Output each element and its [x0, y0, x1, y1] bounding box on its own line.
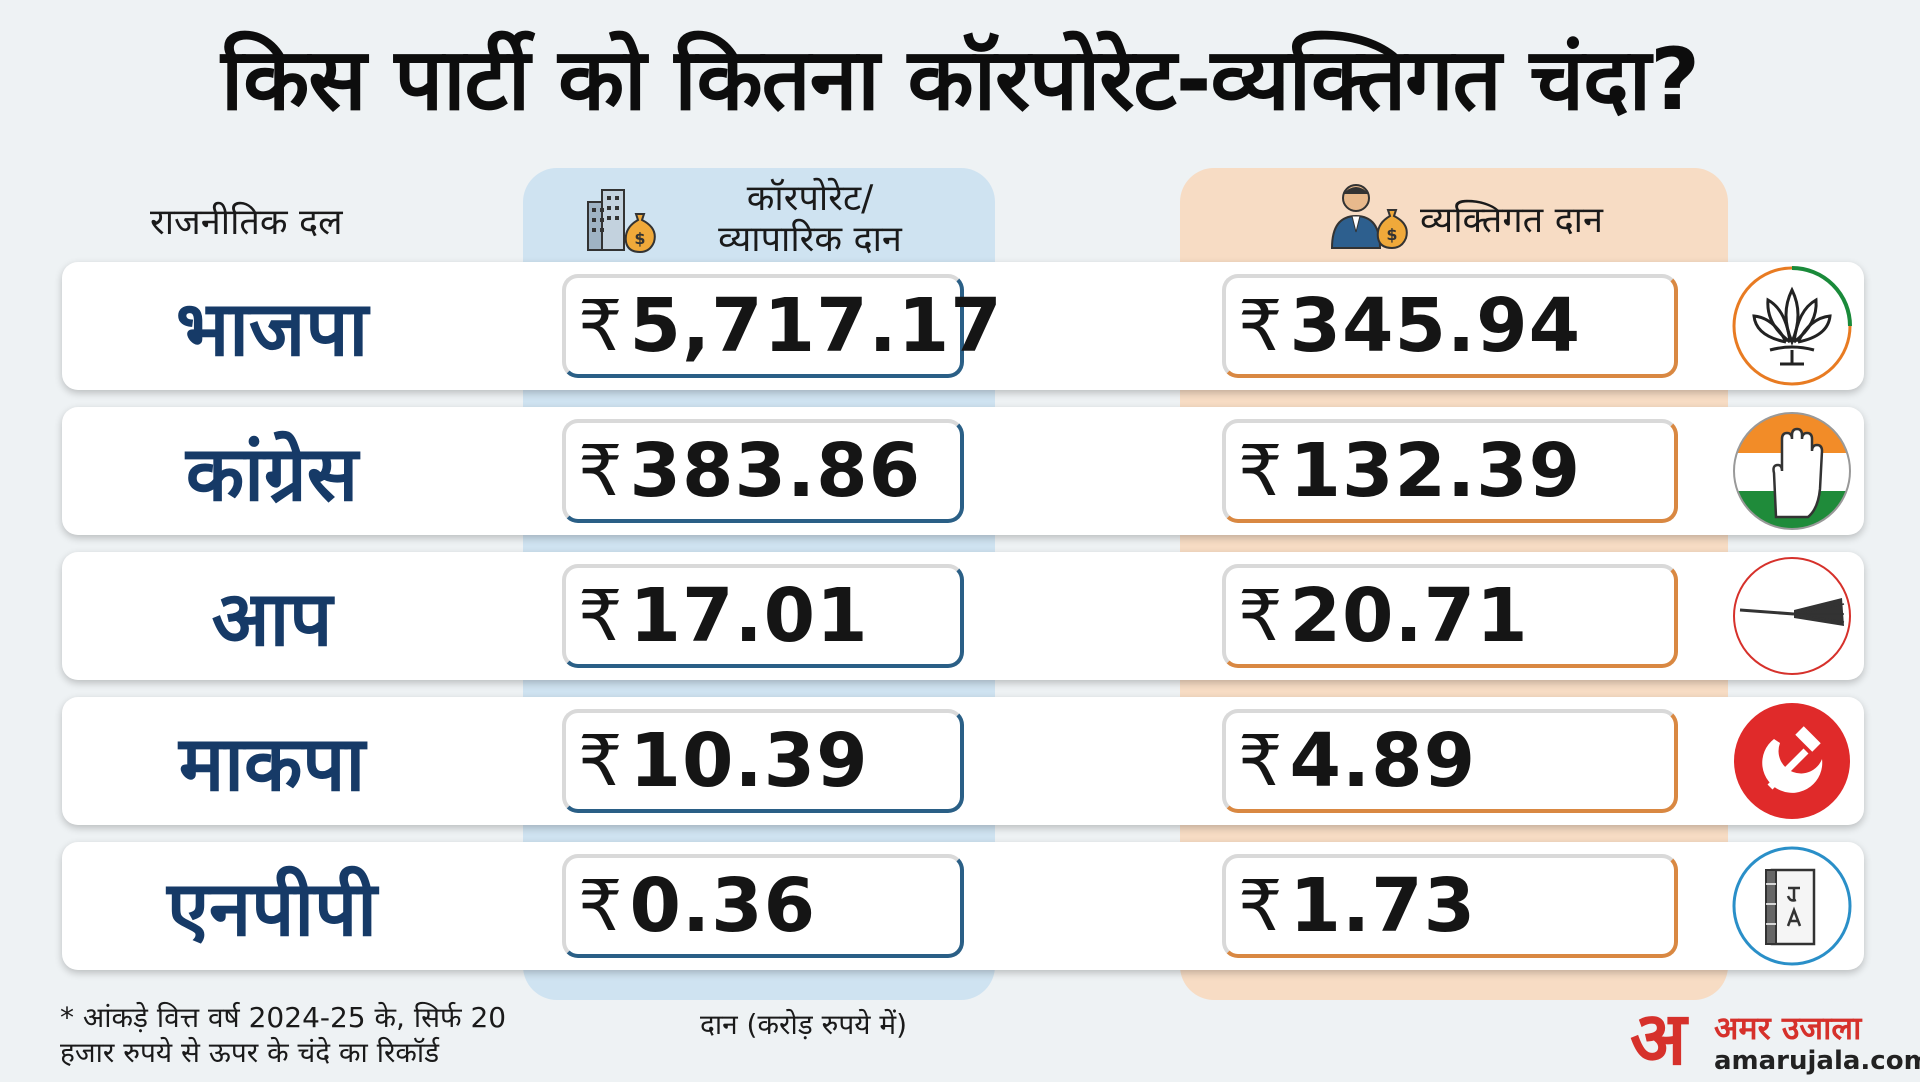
lotus-icon	[1732, 266, 1852, 386]
party-name: भाजपा	[175, 283, 369, 373]
hammer-sickle-icon	[1734, 703, 1850, 819]
hand-icon	[1733, 412, 1851, 530]
corporate-amount: 0.36	[629, 863, 817, 949]
building-moneybag-icon: $	[587, 189, 656, 254]
rupee-symbol: ₹	[578, 575, 624, 657]
party-name: कांग्रेस	[185, 428, 359, 518]
footnote: * आंकड़े वित्त वर्ष 2024-25 के, सिर्फ 20…	[60, 1000, 506, 1070]
individual-column-header: व्यक्तिगत दान	[1420, 200, 1603, 241]
individual-amount: 132.39	[1289, 428, 1582, 514]
rupee-symbol: ₹	[1238, 430, 1284, 512]
svg-text:$: $	[634, 229, 645, 248]
brand-logo: अ अमर उजाला amarujala.com	[1630, 1002, 1920, 1080]
party-logo	[1728, 552, 1856, 680]
rupee-symbol: ₹	[1238, 865, 1284, 947]
corporate-value: ₹0.36	[562, 854, 964, 958]
corporate-column-header: कॉरपोरेट/ व्यापारिक दान	[680, 178, 940, 261]
individual-amount: 1.73	[1289, 863, 1477, 949]
party-logo	[1728, 697, 1856, 825]
page-title: किस पार्टी को कितना कॉरपोरेट-व्यक्तिगत च…	[221, 30, 1700, 130]
corporate-value: ₹5,717.17	[562, 274, 1002, 378]
rupee-symbol: ₹	[578, 285, 624, 367]
individual-amount: 20.71	[1289, 573, 1529, 659]
individual-value: ₹1.73	[1222, 854, 1678, 958]
party-logo	[1728, 407, 1856, 535]
rupee-symbol: ₹	[578, 720, 624, 802]
party-name: माकपा	[178, 718, 366, 808]
broom-icon	[1733, 557, 1851, 675]
individual-value: ₹4.89	[1222, 709, 1678, 813]
party-logo	[1728, 842, 1856, 970]
corporate-amount: 383.86	[629, 428, 922, 514]
corporate-amount: 5,717.17	[629, 283, 1003, 369]
rupee-symbol: ₹	[1238, 575, 1284, 657]
rupee-symbol: ₹	[1238, 285, 1284, 367]
brand-name: अमर उजाला	[1714, 1009, 1862, 1047]
rupee-symbol: ₹	[578, 430, 624, 512]
book-icon	[1732, 846, 1852, 966]
individual-amount: 4.89	[1289, 718, 1477, 804]
brand-mark: अ	[1630, 996, 1687, 1082]
footnote-line2: हजार रुपये से ऊपर के चंदे का रिकॉर्ड	[60, 1036, 440, 1069]
corporate-header-line2: व्यापारिक दान	[718, 219, 902, 261]
unit-note: दान (करोड़ रुपये में)	[700, 1008, 908, 1041]
party-name: एनपीपी	[167, 863, 377, 953]
brand-url: amarujala.com	[1714, 1046, 1920, 1076]
person-moneybag-icon: $	[1330, 184, 1408, 250]
individual-value: ₹20.71	[1222, 564, 1678, 668]
corporate-amount: 10.39	[629, 718, 869, 804]
individual-amount: 345.94	[1289, 283, 1582, 369]
party-name: आप	[211, 573, 333, 663]
rupee-symbol: ₹	[578, 865, 624, 947]
corporate-header-line1: कॉरपोरेट/	[746, 178, 874, 219]
individual-value: ₹132.39	[1222, 419, 1678, 523]
footnote-line1: * आंकड़े वित्त वर्ष 2024-25 के, सिर्फ 20	[60, 1001, 507, 1034]
corporate-amount: 17.01	[629, 573, 869, 659]
svg-text:$: $	[1386, 225, 1397, 244]
corporate-value: ₹10.39	[562, 709, 964, 813]
party-logo	[1728, 262, 1856, 390]
corporate-value: ₹383.86	[562, 419, 964, 523]
corporate-value: ₹17.01	[562, 564, 964, 668]
party-column-header: राजनीतिक दल	[150, 202, 343, 243]
individual-value: ₹345.94	[1222, 274, 1678, 378]
rupee-symbol: ₹	[1238, 720, 1284, 802]
